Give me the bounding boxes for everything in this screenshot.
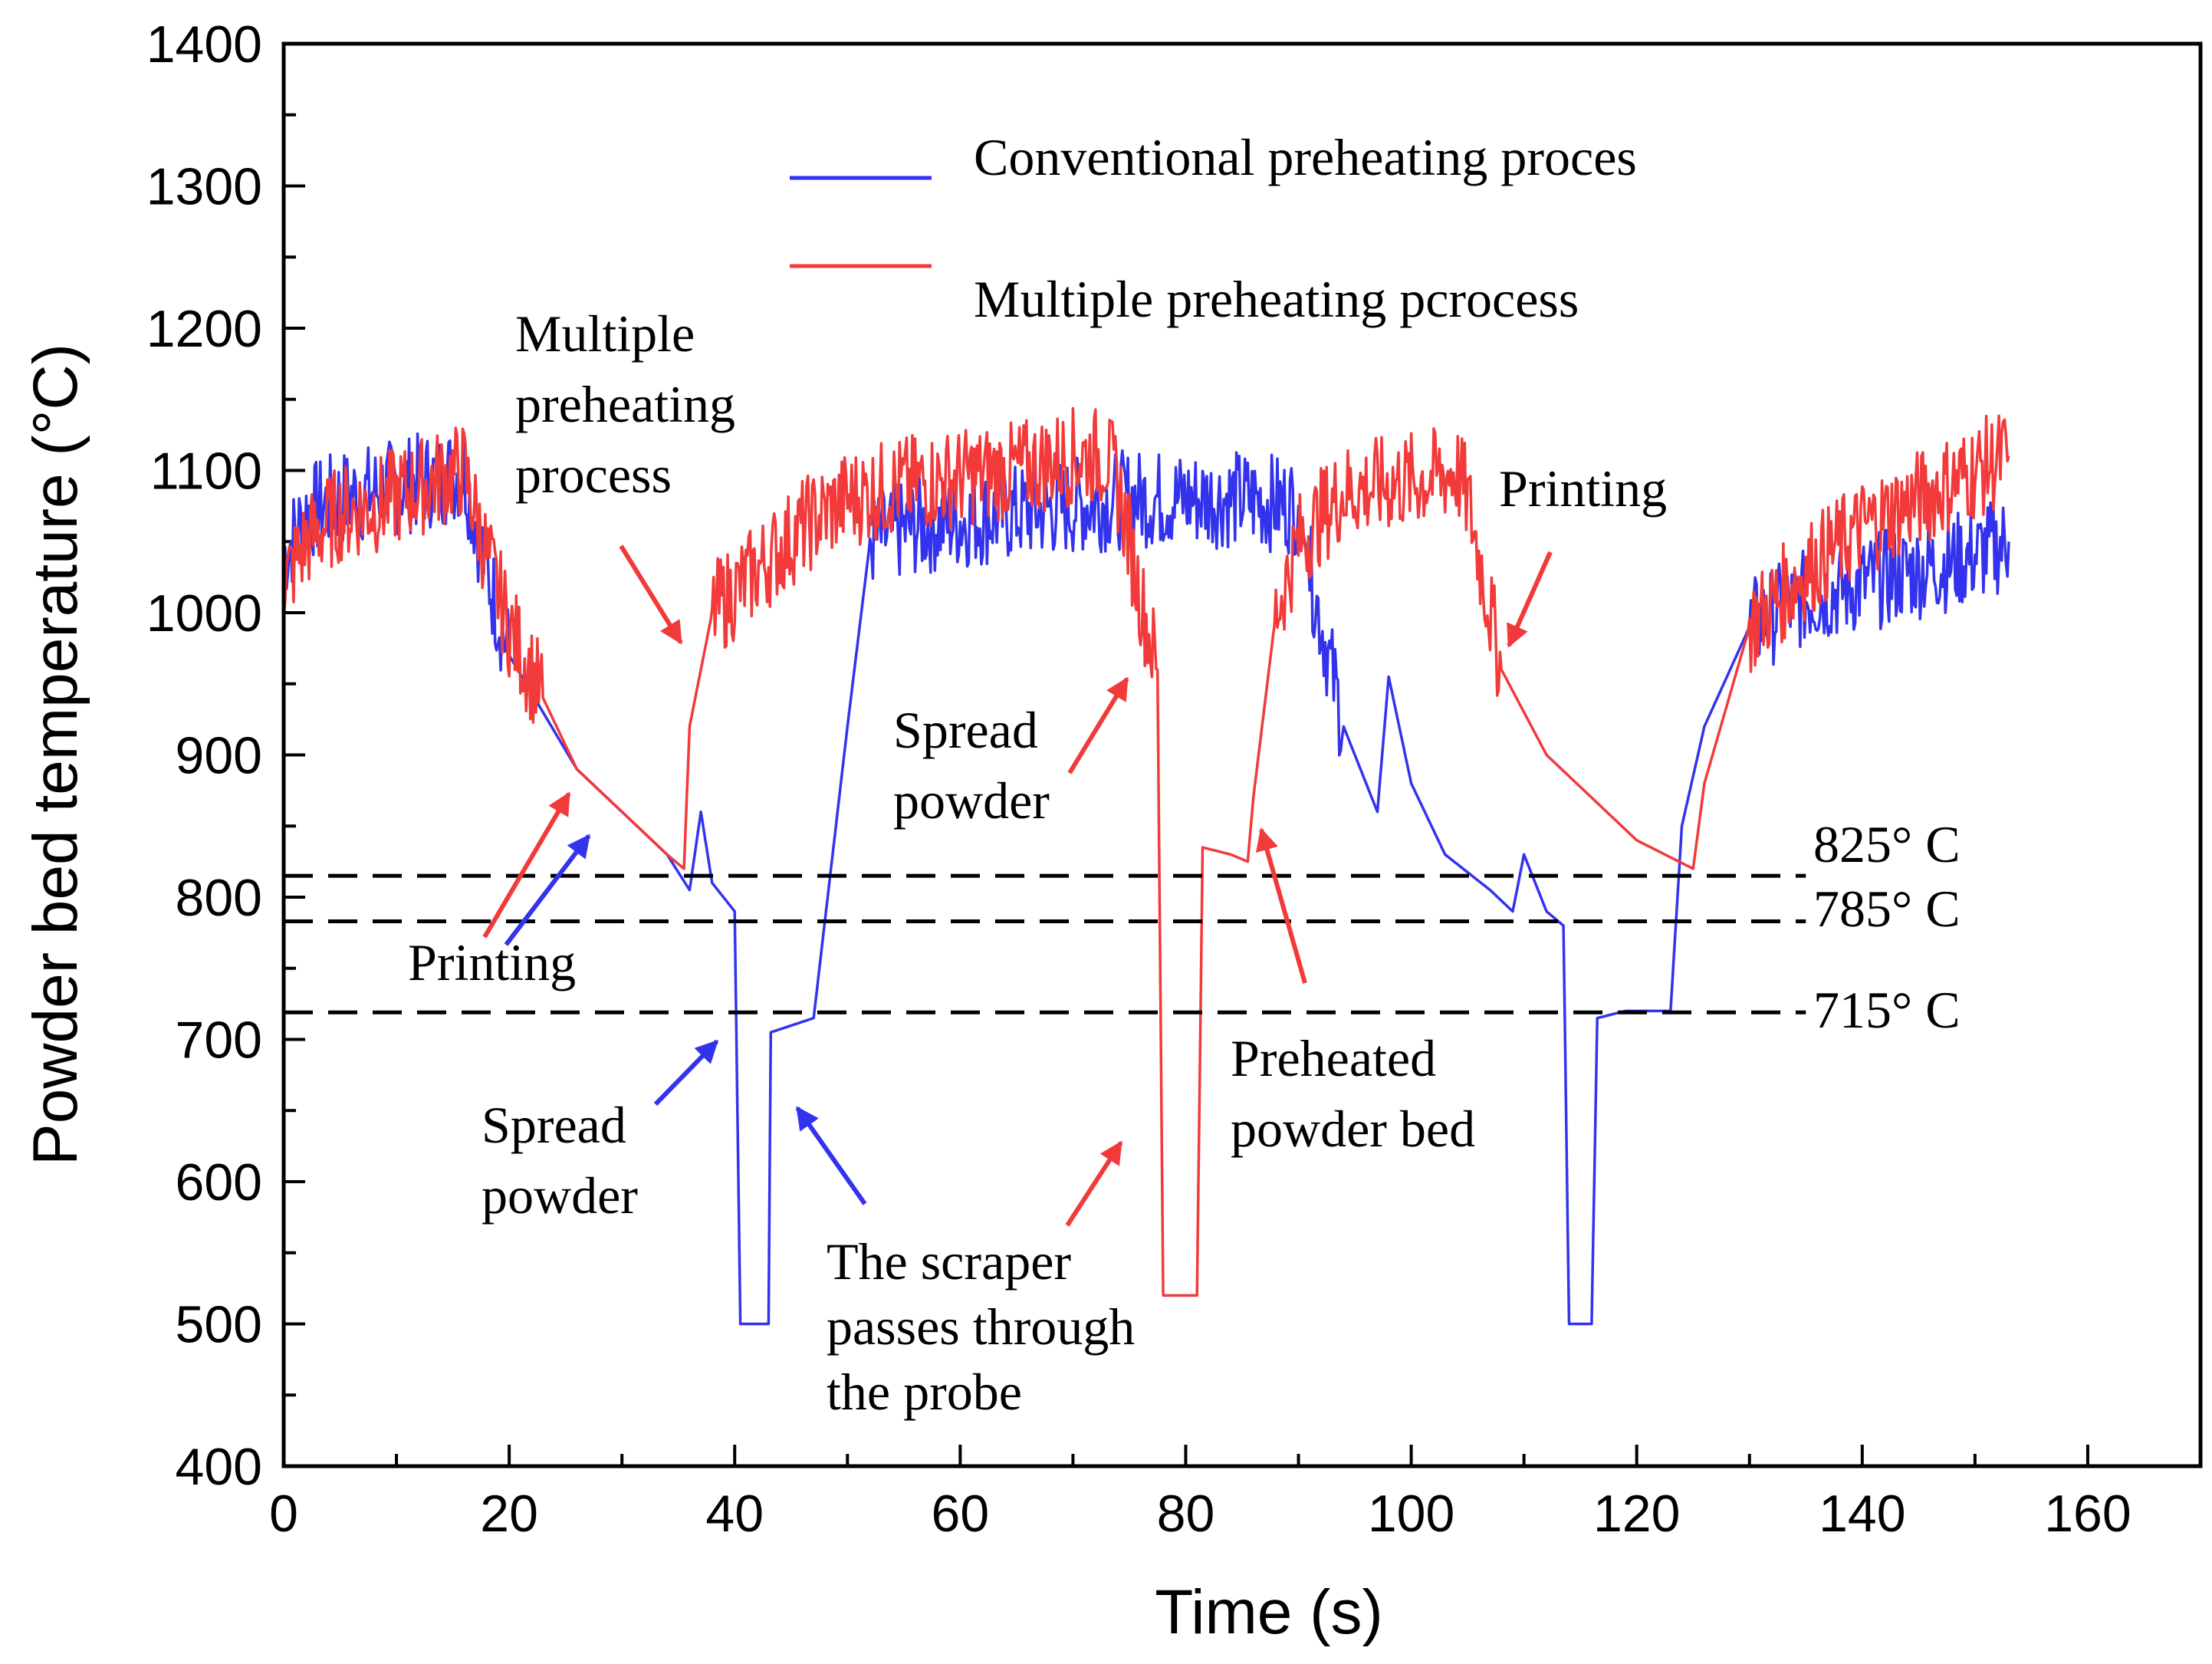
arrow-preheated-powder-bed bbox=[1255, 827, 1307, 984]
plot-frame bbox=[281, 41, 2203, 1468]
y-tick-label: 1100 bbox=[150, 442, 262, 501]
y-tick-label: 900 bbox=[176, 727, 262, 785]
series-group bbox=[282, 406, 2010, 1326]
arrow-printing-right bbox=[1507, 551, 1553, 648]
y-tick-label: 1300 bbox=[146, 158, 262, 216]
series-line-1 bbox=[282, 406, 2010, 1297]
y-tick-label: 1000 bbox=[146, 584, 262, 643]
legend: Conventional preheating proces Multiple … bbox=[790, 128, 1637, 328]
x-tick-label: 40 bbox=[705, 1485, 764, 1543]
x-tick-label: 120 bbox=[1593, 1485, 1680, 1543]
y-tick-label: 500 bbox=[176, 1296, 262, 1354]
x-tick-label: 140 bbox=[1819, 1485, 1905, 1543]
y-tick-label: 1200 bbox=[146, 300, 262, 358]
reference-label-0: 825° C bbox=[1813, 815, 1961, 873]
annotation-spread-powder-blue: Spread powder bbox=[482, 1096, 639, 1225]
arrow-spread-powder-blue bbox=[653, 1039, 719, 1107]
reference-label-2: 715° C bbox=[1813, 981, 1961, 1039]
x-tick-label: 20 bbox=[480, 1485, 538, 1543]
arrow-multiple-preheating bbox=[619, 544, 683, 645]
arrow-printing-left-blue bbox=[504, 834, 591, 946]
arrow-spread-powder-red bbox=[1067, 676, 1129, 774]
annotation-printing-right: Printing bbox=[1499, 459, 1667, 518]
x-axis-title: Time (s) bbox=[1155, 1577, 1383, 1647]
y-tick-label: 600 bbox=[176, 1153, 262, 1212]
annotation-printing-left: Printing bbox=[408, 933, 576, 991]
y-tick-label: 700 bbox=[176, 1011, 262, 1070]
axis-ticks: 0 20 40 60 80 100 120 140 160 400 500 600 700 800 900 1… bbox=[146, 15, 2131, 1543]
annotation-multiple-preheating: Multiple preheating process bbox=[515, 304, 748, 504]
arrow-printing-left-red bbox=[482, 791, 571, 939]
x-tick-label: 60 bbox=[932, 1485, 990, 1543]
legend-label-multiple: Multiple preheating pcrocess bbox=[974, 270, 1579, 328]
annotation-spread-powder-red: Spread powder bbox=[893, 701, 1051, 830]
y-axis-title: Powder bed temperature (°C) bbox=[21, 344, 90, 1166]
reference-lines: 825° C 785° C 715° C bbox=[284, 815, 1961, 1039]
legend-label-conventional: Conventional preheating proces bbox=[974, 128, 1637, 186]
y-tick-label: 400 bbox=[176, 1438, 262, 1496]
y-tick-label: 1400 bbox=[146, 15, 262, 74]
x-tick-label: 80 bbox=[1157, 1485, 1215, 1543]
reference-label-1: 785° C bbox=[1813, 880, 1961, 938]
arrow-scraper-blue bbox=[795, 1106, 867, 1205]
x-tick-label: 0 bbox=[269, 1485, 298, 1543]
x-tick-label: 160 bbox=[2044, 1485, 2131, 1543]
arrow-scraper-red bbox=[1065, 1140, 1123, 1227]
y-tick-label: 800 bbox=[176, 869, 262, 927]
annotation-preheated-powder-bed: Preheated powder bed bbox=[1231, 1029, 1475, 1158]
annotation-scraper: The scraper passes through the probe bbox=[827, 1232, 1148, 1421]
annotations: Multiple preheating process Printing Pri… bbox=[408, 304, 1667, 1421]
x-tick-label: 100 bbox=[1368, 1485, 1454, 1543]
